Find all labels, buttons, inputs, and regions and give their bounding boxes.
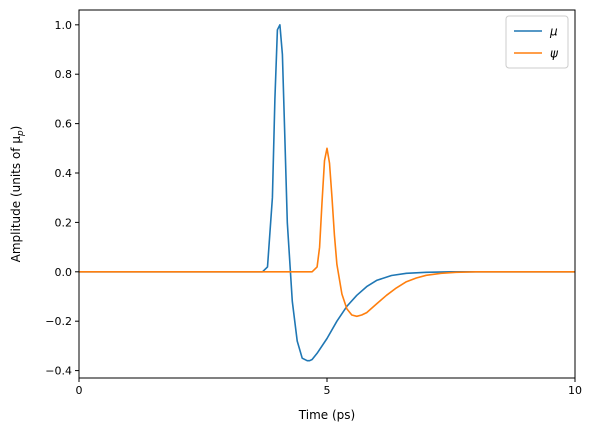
- x-tick-label: 0: [76, 384, 83, 397]
- series-mu-line: [79, 23, 575, 362]
- legend: μ ψ: [505, 15, 569, 69]
- series-psi-line: [79, 147, 575, 318]
- y-tick-label: 0.0: [55, 266, 73, 279]
- legend-label-mu: μ: [549, 25, 558, 39]
- legend-box: [505, 15, 569, 69]
- x-tick-label: 5: [324, 384, 331, 397]
- x-tick-label: 10: [568, 384, 582, 397]
- series-layer: [79, 23, 575, 362]
- x-axis-label: Time (ps): [298, 408, 355, 422]
- x-axis-ticks: 0 5 10: [76, 378, 582, 397]
- y-axis-label: Amplitude (units of μp): [9, 126, 26, 263]
- y-tick-label: −0.2: [45, 315, 72, 328]
- axes-frame: [78, 9, 576, 379]
- y-tick-label: 1.0: [55, 19, 73, 32]
- y-tick-label: 0.8: [55, 68, 73, 81]
- y-tick-label: 0.4: [55, 167, 73, 180]
- y-tick-label: −0.4: [45, 365, 72, 378]
- y-tick-label: 0.2: [55, 216, 73, 229]
- legend-label-psi: ψ: [550, 47, 559, 61]
- y-tick-label: 0.6: [55, 118, 73, 131]
- y-axis-ticks: −0.4 −0.2 0.0 0.2 0.4 0.6 0.8 1.0: [45, 19, 79, 378]
